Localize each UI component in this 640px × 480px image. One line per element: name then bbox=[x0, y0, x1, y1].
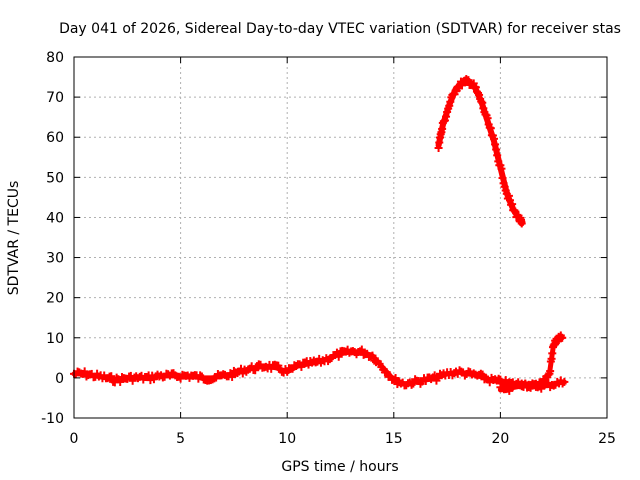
grid bbox=[74, 57, 607, 418]
y-axis-title: SDTVAR / TECUs bbox=[6, 181, 22, 296]
x-tick-label: 0 bbox=[70, 431, 79, 447]
chart-title: Day 041 of 2026, Sidereal Day-to-day VTE… bbox=[59, 21, 621, 37]
plot-area bbox=[70, 75, 569, 395]
y-tick-label: 20 bbox=[46, 291, 64, 307]
y-tick-label: -10 bbox=[41, 411, 64, 427]
y-tick-label: 10 bbox=[46, 331, 64, 347]
series-1 bbox=[434, 75, 526, 228]
y-tick-label: 70 bbox=[46, 90, 64, 106]
x-tick-label: 10 bbox=[278, 431, 296, 447]
y-tick-label: 60 bbox=[46, 130, 64, 146]
axis-ticks: 0 5 10 15 20 25 -10 0 10 20 30 40 50 60 70 80 bbox=[41, 50, 616, 447]
x-tick-label: 5 bbox=[176, 431, 185, 447]
y-tick-label: 50 bbox=[46, 170, 64, 186]
y-tick-label: 30 bbox=[46, 251, 64, 267]
y-tick-label: 0 bbox=[55, 371, 64, 387]
x-tick-label: 15 bbox=[385, 431, 403, 447]
x-tick-label: 20 bbox=[491, 431, 509, 447]
series-0 bbox=[70, 345, 569, 393]
plot-frame bbox=[73, 56, 608, 419]
x-tick-label: 25 bbox=[598, 431, 616, 447]
y-tick-label: 80 bbox=[46, 50, 64, 66]
x-axis-title: GPS time / hours bbox=[281, 459, 398, 475]
series-2 bbox=[496, 331, 567, 395]
y-tick-label: 40 bbox=[46, 210, 64, 226]
